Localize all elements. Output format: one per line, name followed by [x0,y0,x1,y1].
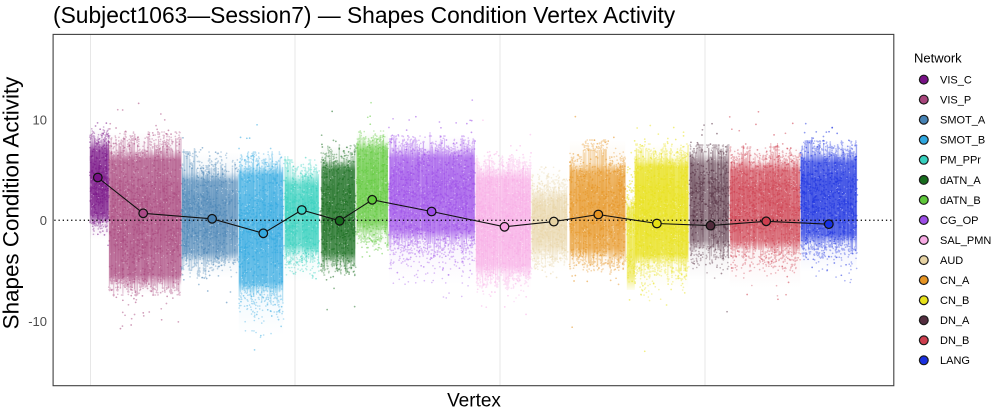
svg-text:VIS_C: VIS_C [940,75,972,87]
svg-text:CN_A: CN_A [940,275,970,287]
svg-text:DN_A: DN_A [940,315,970,327]
svg-text:dATN_A: dATN_A [940,175,981,187]
svg-text:SAL_PMN: SAL_PMN [940,235,991,247]
svg-text:dATN_B: dATN_B [940,195,981,207]
svg-text:0: 0 [40,213,47,228]
svg-text:Vertex: Vertex [447,391,501,412]
svg-text:AUD: AUD [940,255,963,267]
svg-text:SMOT_A: SMOT_A [940,115,986,127]
svg-text:CG_OP: CG_OP [940,215,979,227]
svg-text:-10: -10 [28,314,47,329]
svg-text:CN_B: CN_B [940,295,969,307]
svg-text:Shapes Condition Activity: Shapes Condition Activity [0,76,23,329]
svg-text:SMOT_B: SMOT_B [940,135,985,147]
svg-text:VIS_P: VIS_P [940,95,971,107]
svg-text:10: 10 [33,113,47,128]
svg-text:LANG: LANG [940,355,970,367]
svg-text:(Subject1063—Session7) — Shape: (Subject1063—Session7) — Shapes Conditio… [53,2,676,28]
svg-text:PM_PPr: PM_PPr [940,155,981,167]
svg-text:DN_B: DN_B [940,335,969,347]
svg-text:Network: Network [914,51,962,66]
